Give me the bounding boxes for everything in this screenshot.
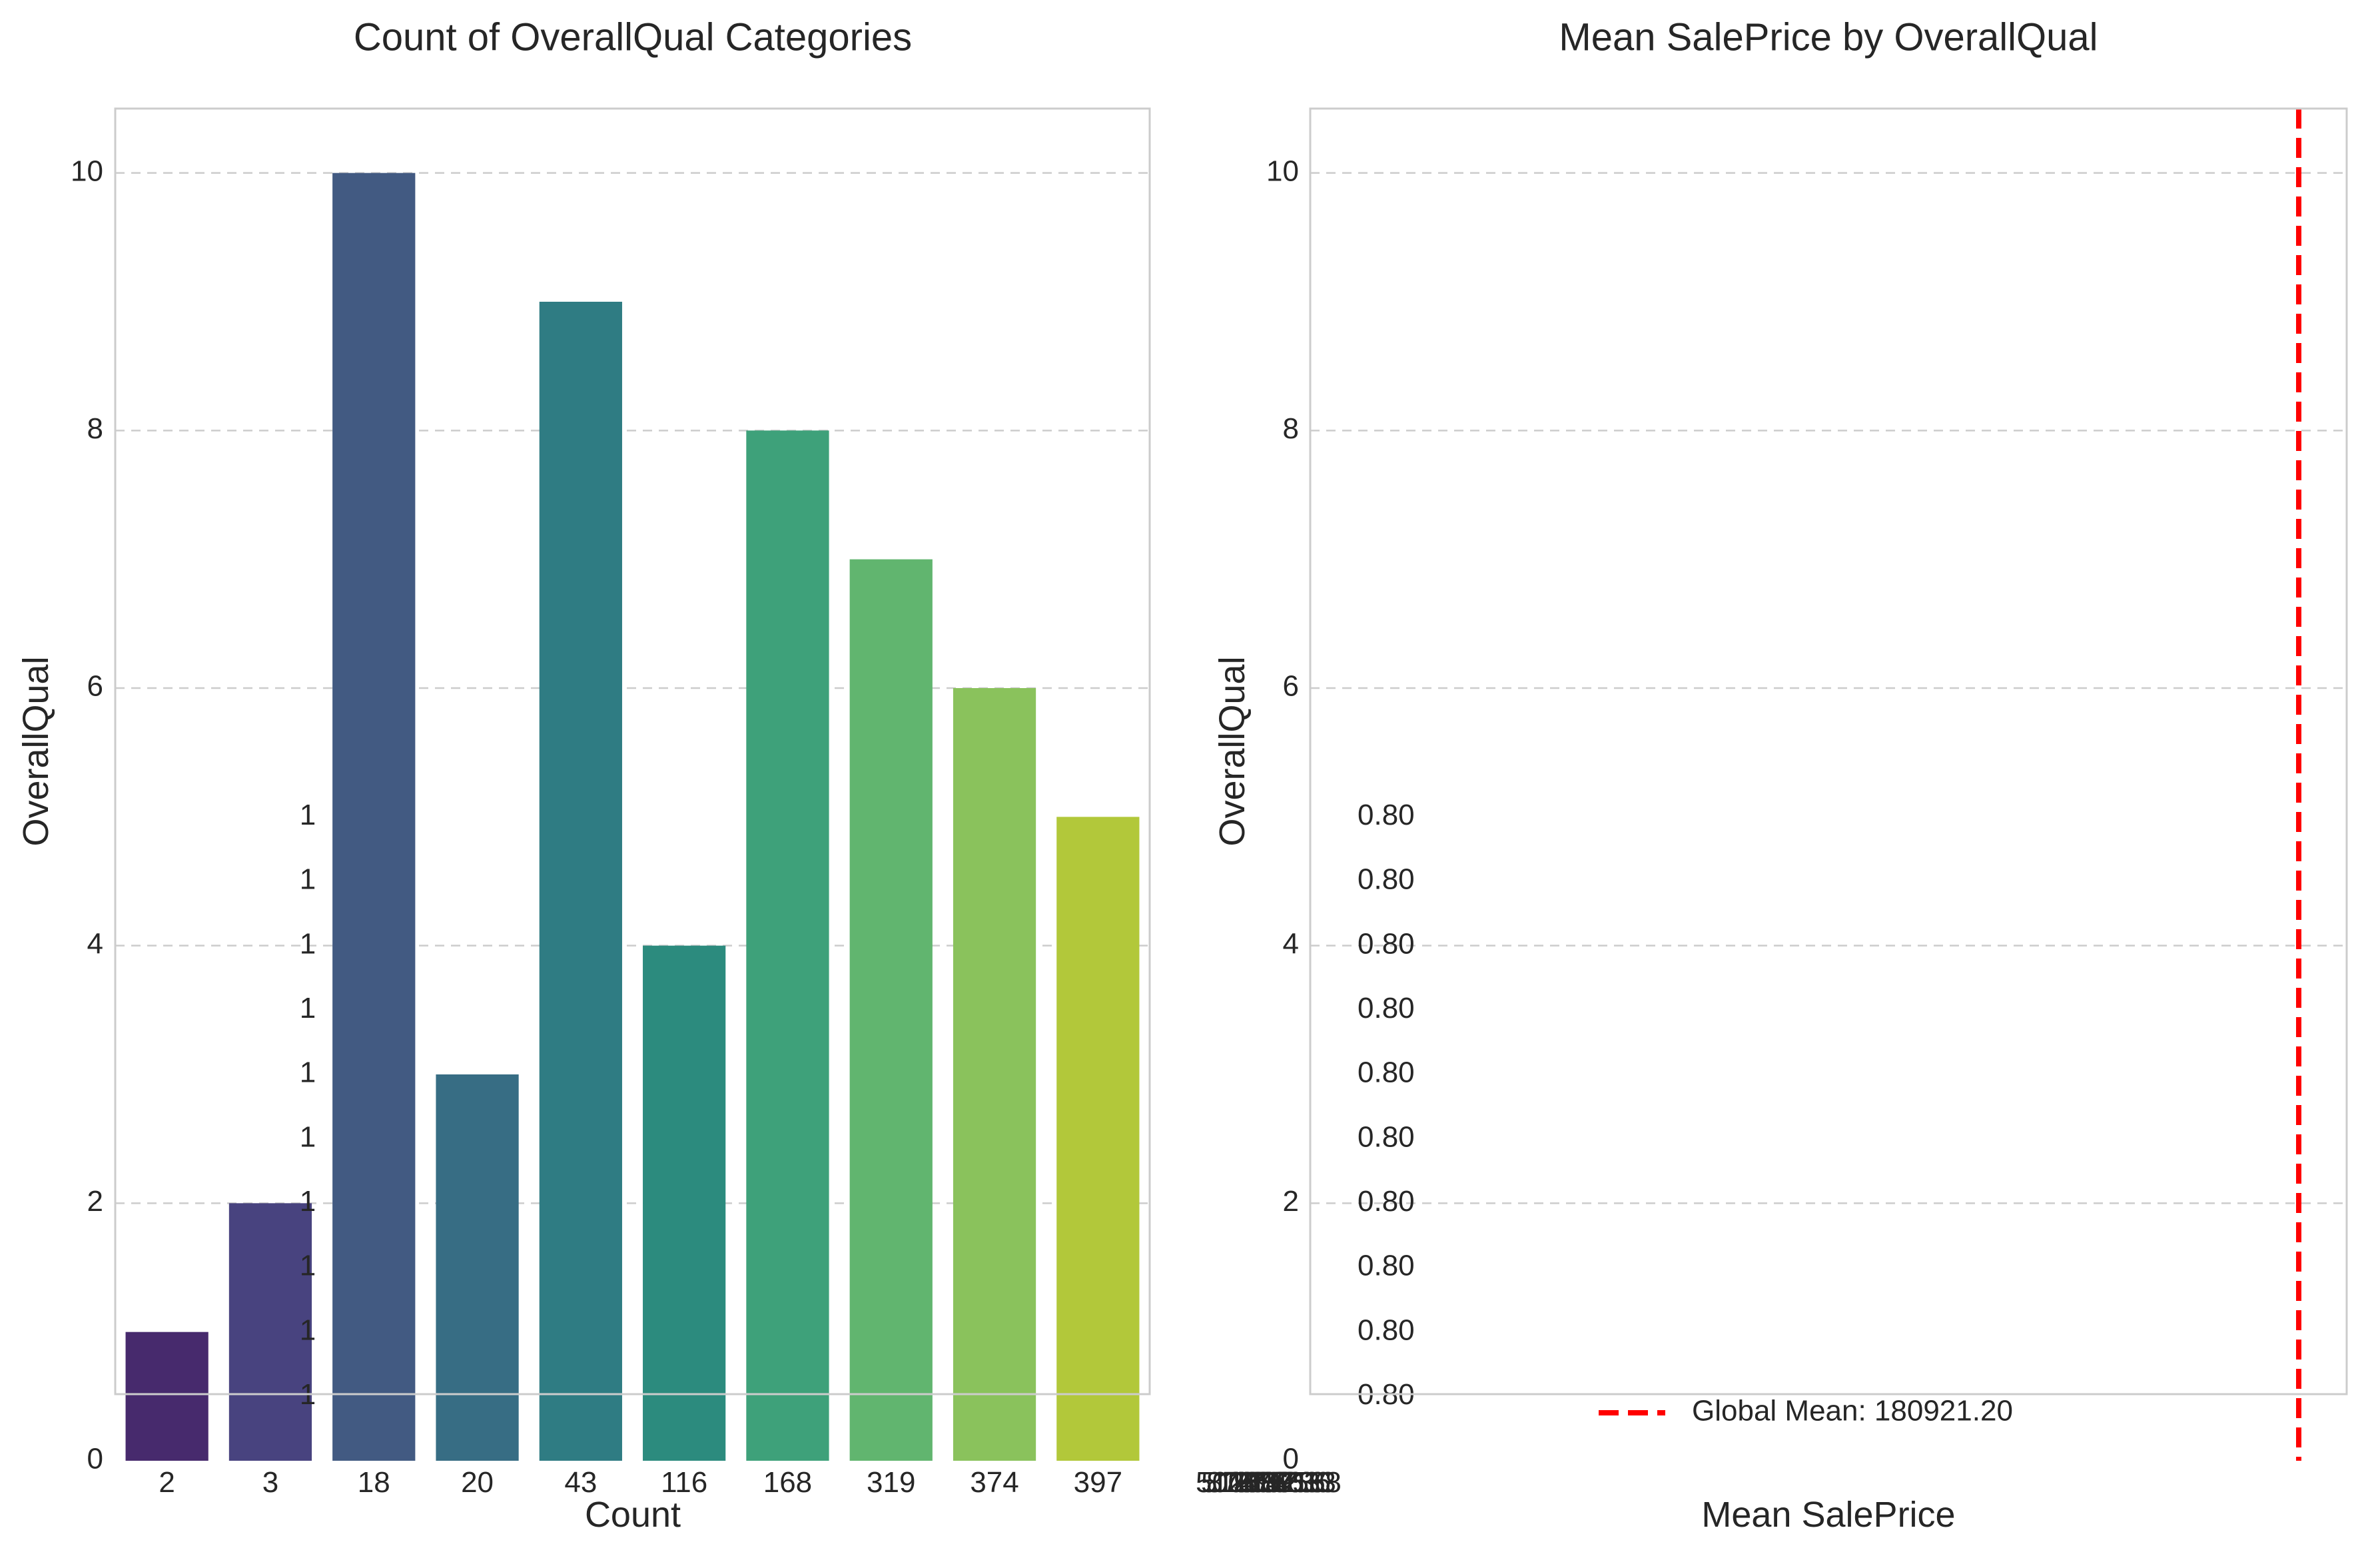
mean-price-x-tick-label: 438588 (1244, 1466, 1342, 1499)
mean-price-x-tick-label: 207716 (1228, 1466, 1326, 1499)
count-annotation-label: 1 (300, 1250, 316, 1282)
mean-price-annotation-label: 0.80 (1358, 1120, 1415, 1153)
mean-price-y-tick-label: 10 (1266, 155, 1299, 187)
count-x-tick-label: 168 (763, 1466, 812, 1499)
count-x-tick-label: 397 (1074, 1466, 1122, 1499)
count-bar-374 (953, 688, 1036, 1461)
count-y-tick-label: 10 (71, 155, 103, 187)
mean-price-x-tick-label: 108891 (1212, 1466, 1310, 1499)
count-bar-319 (849, 559, 933, 1461)
mean-price-y-tick-label: 4 (1283, 927, 1299, 960)
mean-price-annotation-label: 0.80 (1358, 1056, 1415, 1089)
mean-price-x-tick-label: 50150 (1196, 1466, 1277, 1499)
count-annotation-label: 1 (300, 799, 316, 831)
count-annotation-label: 1 (300, 992, 316, 1024)
mean-price-chart-legend: Global Mean: 180921.20 (1599, 1395, 2013, 1427)
mean-price-annotation-label: 0.80 (1358, 992, 1415, 1024)
mean-price-chart-frame (1309, 107, 2348, 1395)
mean-price-annotation-label: 0.80 (1358, 1250, 1415, 1282)
mean-price-annotation-label: 0.80 (1358, 1185, 1415, 1218)
count-bar-397 (1056, 817, 1140, 1461)
count-bar-43 (539, 302, 622, 1461)
count-chart-y-ticks: 0 2 4 6 8 10 (71, 155, 103, 1475)
mean-price-x-tick-label: 51911 (1201, 1466, 1280, 1499)
count-annotation-label: 1 (300, 1185, 316, 1218)
mean-price-y-tick-label: 0 (1283, 1443, 1299, 1475)
count-annotation-label: 1 (300, 1056, 316, 1089)
count-annotation-label: 1 (300, 927, 316, 960)
mean-price-chart-x-ticks: 5015051911874741088911335231616032077162… (1196, 1466, 1342, 1499)
count-y-tick-label: 2 (87, 1185, 103, 1218)
mean-price-annotation-label: 0.80 (1358, 1314, 1415, 1346)
mean-price-chart-gridlines (1310, 172, 2347, 1204)
mean-price-x-tick-label: 87474 (1206, 1466, 1288, 1499)
count-x-tick-label: 374 (970, 1466, 1018, 1499)
count-chart-x-label: Count (585, 1495, 681, 1535)
mean-price-y-tick-label: 6 (1283, 670, 1299, 703)
count-chart-y-label: OverallQual (16, 656, 56, 846)
count-x-tick-label: 116 (661, 1466, 707, 1499)
mean-price-y-tick-label: 8 (1283, 412, 1299, 445)
mean-price-chart-title: Mean SalePrice by OverallQual (1559, 15, 2098, 59)
count-bar-20 (436, 1074, 519, 1461)
count-y-tick-label: 0 (87, 1443, 103, 1475)
mean-price-annotation-label: 0.80 (1358, 799, 1415, 831)
count-annotation-label: 1 (300, 1314, 316, 1346)
count-annotation-label: 1 (300, 863, 316, 896)
mean-price-chart-y-label: OverallQual (1212, 656, 1252, 846)
count-annotation-label: 1 (300, 1120, 316, 1153)
mean-price-x-tick-label: 133523 (1217, 1466, 1315, 1499)
count-chart-bars (125, 173, 1140, 1461)
count-bar-18 (332, 173, 416, 1461)
mean-price-chart-x-label: Mean SalePrice (1701, 1495, 1955, 1535)
count-chart-panel: Count of OverallQual Categories 11111111… (16, 15, 1151, 1535)
mean-price-chart-y-ticks: 0 2 4 6 8 10 (1266, 155, 1299, 1475)
count-y-tick-label: 8 (87, 412, 103, 445)
count-bar-116 (643, 945, 726, 1461)
count-y-tick-label: 6 (87, 670, 103, 703)
mean-price-x-tick-label: 367513 (1238, 1466, 1336, 1499)
count-bar-3 (228, 1203, 312, 1461)
legend-global-mean-label: Global Mean: 180921.20 (1692, 1395, 2013, 1427)
mean-price-x-tick-label: 274736 (1233, 1466, 1331, 1499)
mean-price-annotation-label: 0.80 (1358, 927, 1415, 960)
mean-price-chart-annotations: 0.800.800.800.800.800.800.800.800.800.80 (1358, 799, 1415, 1411)
count-x-tick-label: 43 (564, 1466, 597, 1499)
count-chart-x-ticks: 2 3 18 20 43 116 168 319 374 397 (159, 1466, 1122, 1499)
count-chart-gridlines (115, 172, 1150, 1204)
count-x-tick-label: 2 (159, 1466, 175, 1499)
count-x-tick-label: 18 (358, 1466, 390, 1499)
mean-price-chart-panel: Mean SalePrice by OverallQual 0.80 0.80 0.… (1196, 15, 2348, 1535)
mean-price-annotation-label: 0.80 (1358, 863, 1415, 896)
count-y-tick-label: 4 (87, 927, 103, 960)
mean-price-x-tick-label: 161603 (1222, 1466, 1320, 1499)
count-x-tick-label: 3 (262, 1466, 278, 1499)
mean-price-y-tick-label: 2 (1283, 1185, 1299, 1218)
count-bar-168 (746, 430, 829, 1461)
count-chart-title: Count of OverallQual Categories (354, 15, 912, 59)
count-x-tick-label: 20 (461, 1466, 494, 1499)
count-x-tick-label: 319 (867, 1466, 915, 1499)
count-chart-frame (114, 107, 1151, 1395)
count-bar-2 (125, 1332, 208, 1461)
